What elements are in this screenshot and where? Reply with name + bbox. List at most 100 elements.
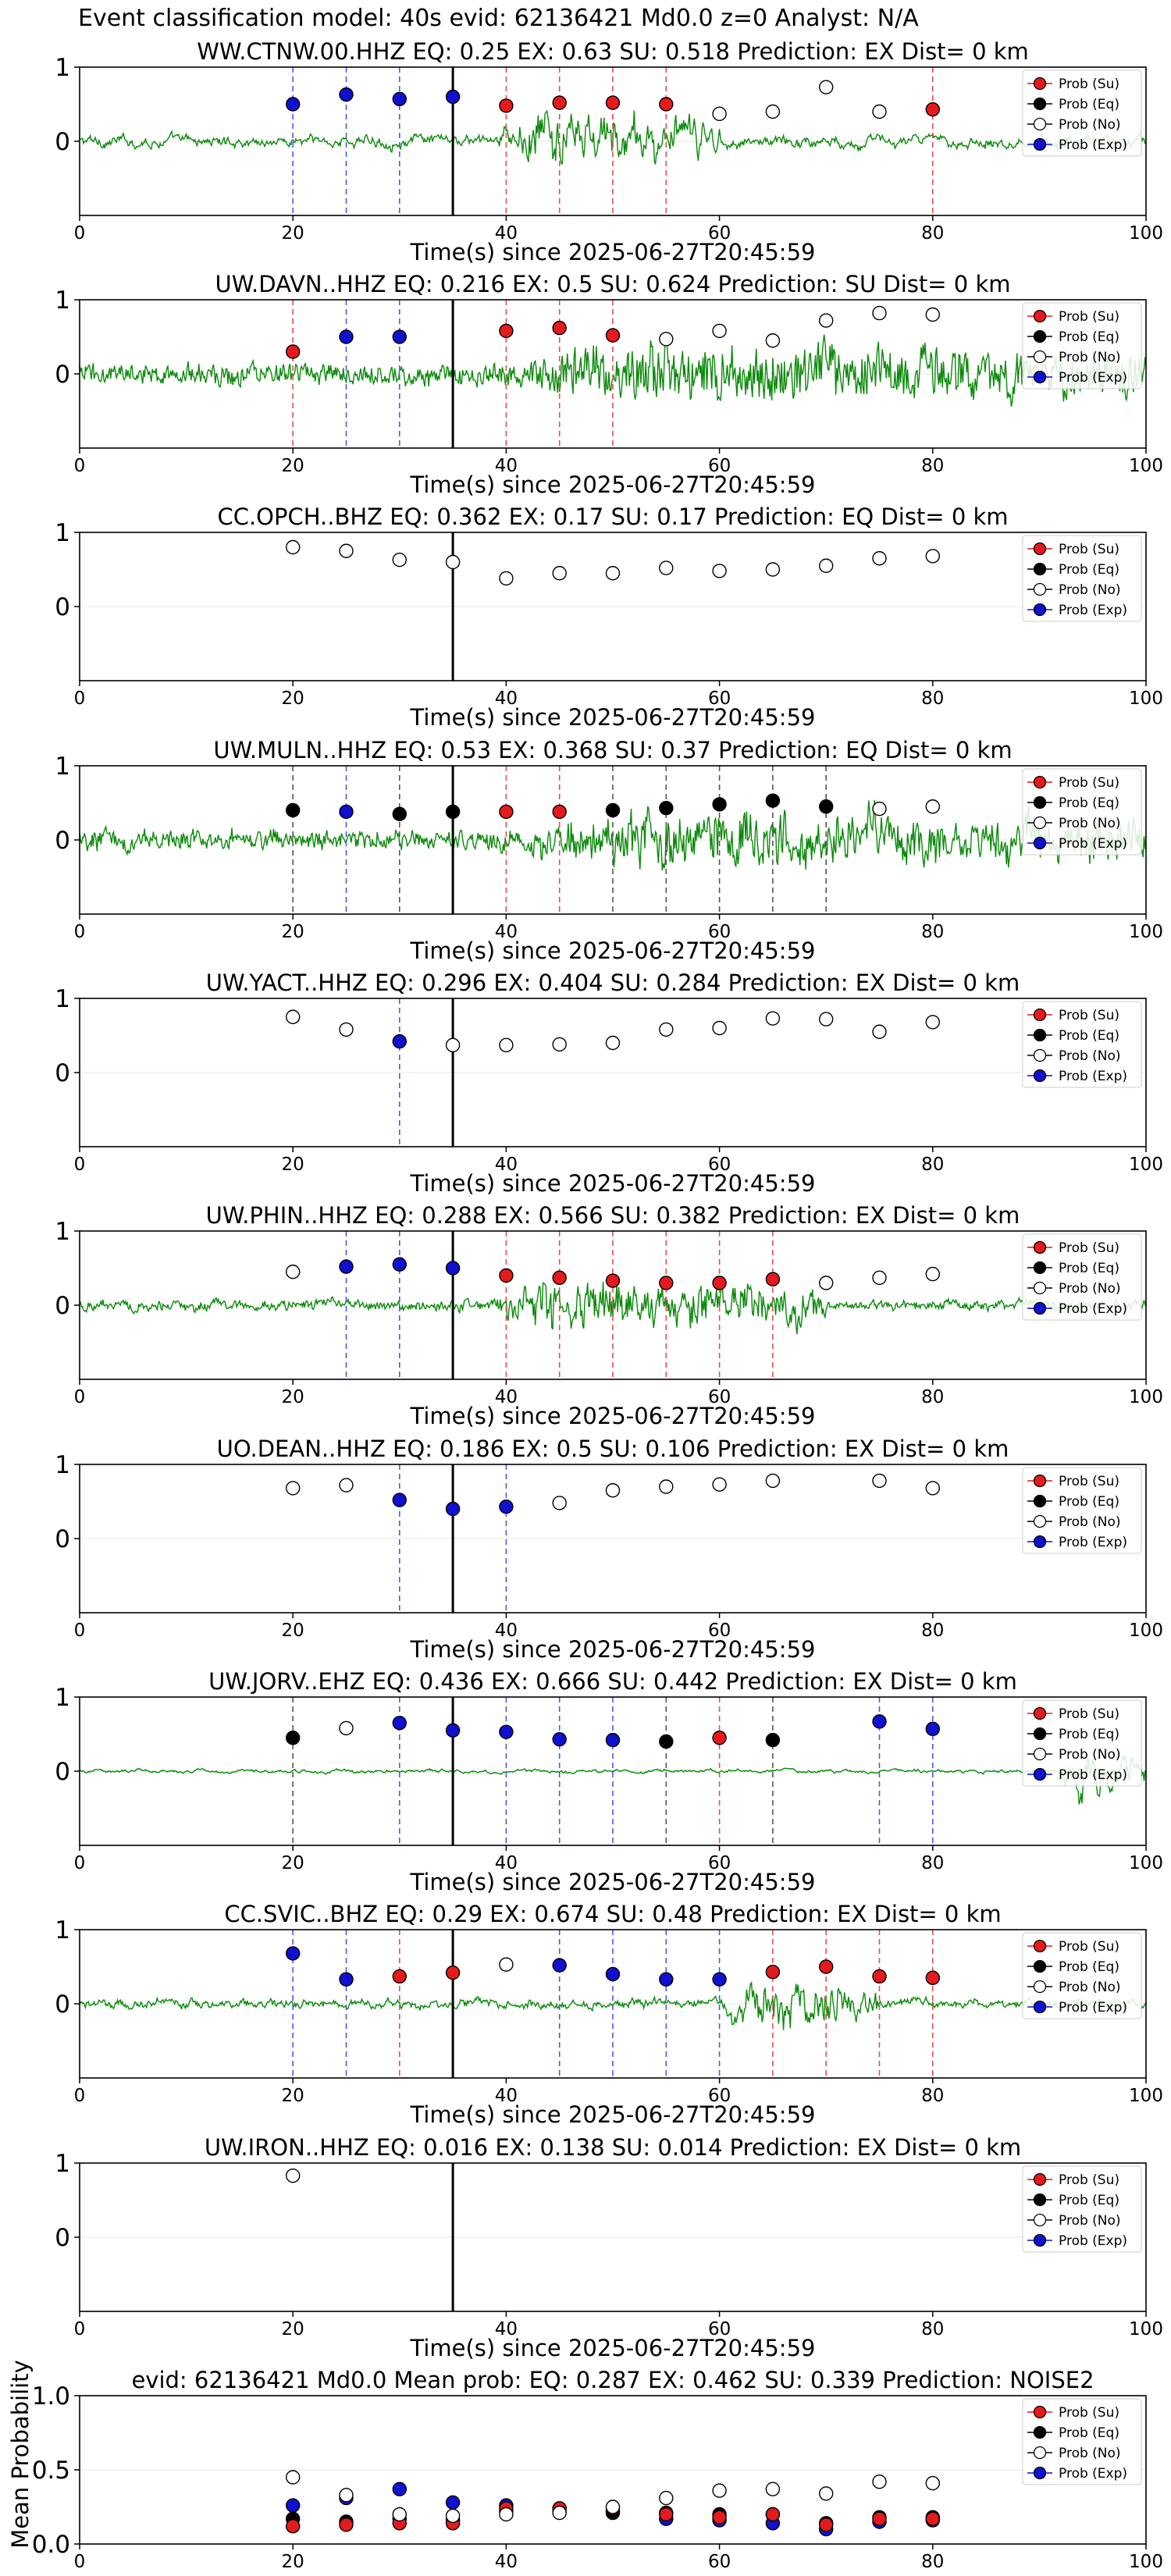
legend-box <box>1022 1467 1142 1554</box>
prob-marker-exp <box>392 1034 407 1049</box>
prob-marker-eq <box>286 802 301 818</box>
legend-marker <box>1033 2233 1047 2247</box>
x-tick-label: 20 <box>282 223 304 244</box>
legend: Prob (Su) Prob (Eq) Prob (No) Prob (Exp) <box>1022 69 1142 157</box>
x-axis-label: Time(s) since 2025-06-27T20:45:59 <box>410 1869 816 1895</box>
legend-label-exp: Prob (Exp) <box>1059 603 1127 618</box>
prob-marker-su <box>712 2510 727 2525</box>
prob-marker-su <box>925 1970 941 1985</box>
y-tick-label: 1 <box>55 2150 70 2178</box>
y-tick-label: 0 <box>55 1059 70 1087</box>
x-axis-label: Time(s) since 2025-06-27T20:45:59 <box>410 1170 816 1197</box>
x-axis-label: Time(s) since 2025-06-27T20:45:59 <box>410 1636 816 1663</box>
prob-marker-exp <box>445 1723 461 1738</box>
prob-marker-no <box>605 566 621 581</box>
prob-marker-eq <box>659 800 674 816</box>
legend-marker <box>1033 542 1047 556</box>
prob-marker-no <box>499 571 514 586</box>
prob-marker-no <box>818 313 834 328</box>
prob-marker-exp <box>392 329 407 344</box>
prob-marker-no <box>286 1009 301 1024</box>
x-tick-label: 0 <box>74 1387 86 1407</box>
prob-marker-exp <box>605 1732 621 1748</box>
subplot-title: UW.YACT..HHZ EQ: 0.296 EX: 0.404 SU: 0.2… <box>206 970 1020 996</box>
prob-marker-su <box>659 97 674 112</box>
prob-marker-exp <box>445 1501 461 1517</box>
prob-marker-no <box>712 106 727 122</box>
prob-marker-exp <box>445 2495 461 2510</box>
legend-label-su: Prob (Su) <box>1059 1939 1119 1955</box>
subplot-title: UO.DEAN..HHZ EQ: 0.186 EX: 0.5 SU: 0.106… <box>217 1436 1009 1462</box>
legend: Prob (Su) Prob (Eq) Prob (No) Prob (Exp) <box>1022 2165 1142 2253</box>
x-tick-label: 0 <box>74 1853 86 1873</box>
x-tick-label: 80 <box>921 2086 944 2106</box>
prob-marker-no <box>712 1020 727 1036</box>
prob-marker-no <box>659 2490 674 2506</box>
legend-label-no: Prob (No) <box>1059 2446 1121 2461</box>
prob-marker-no <box>712 1477 727 1492</box>
legend-marker <box>1033 1959 1047 1973</box>
prob-marker-su <box>552 1270 567 1286</box>
x-tick-label: 0 <box>74 456 86 476</box>
prob-marker-su <box>872 2511 887 2526</box>
legend-box <box>1022 2165 1142 2253</box>
x-tick-label: 80 <box>921 1621 944 1641</box>
x-tick-label: 20 <box>282 1155 304 1175</box>
prob-marker-exp <box>445 89 461 105</box>
subplot-CC.OPCH..BHZ: CC.OPCH..BHZ EQ: 0.362 EX: 0.17 SU: 0.17… <box>55 503 1163 731</box>
prob-marker-no <box>765 562 781 577</box>
x-tick-label: 0 <box>74 1621 86 1641</box>
prob-marker-no <box>445 1037 461 1053</box>
prob-marker-no <box>339 1478 354 1493</box>
x-tick-label: 100 <box>1129 2319 1163 2339</box>
legend-marker <box>1033 1767 1047 1781</box>
prob-marker-su <box>872 1969 887 1984</box>
prob-marker-no <box>499 2507 514 2522</box>
x-tick-label: 60 <box>708 2086 731 2106</box>
prob-marker-su <box>605 1273 621 1288</box>
x-tick-label: 0 <box>74 688 86 709</box>
x-tick-label: 80 <box>921 2552 944 2572</box>
prob-marker-exp <box>339 329 354 344</box>
legend-label-exp: Prob (Exp) <box>1059 137 1127 153</box>
legend-marker <box>1033 117 1047 131</box>
legend-label-eq: Prob (Eq) <box>1059 1494 1119 1510</box>
prob-marker-no <box>659 332 674 347</box>
prob-marker-no <box>765 1473 781 1489</box>
x-tick-label: 100 <box>1129 1387 1163 1407</box>
legend-label-exp: Prob (Exp) <box>1059 836 1127 852</box>
prob-marker-no <box>818 80 834 94</box>
prob-marker-no <box>925 549 941 564</box>
legend-marker <box>1033 97 1047 111</box>
y-axis-label: Mean Probability <box>7 2360 34 2549</box>
x-tick-label: 60 <box>708 1155 731 1175</box>
legend-label-su: Prob (Su) <box>1059 1240 1119 1256</box>
x-tick-label: 100 <box>1129 922 1163 942</box>
prob-marker-no <box>925 799 941 814</box>
prob-marker-su <box>712 1276 727 1290</box>
x-tick-label: 60 <box>708 1621 731 1641</box>
legend-marker <box>1033 137 1047 151</box>
legend-label-su: Prob (Su) <box>1059 2172 1119 2188</box>
prob-marker-no <box>925 1266 941 1282</box>
legend-marker <box>1033 1008 1047 1022</box>
legend-box <box>1022 302 1142 390</box>
x-tick-label: 20 <box>282 1853 304 1873</box>
legend-label-eq: Prob (Eq) <box>1059 2425 1119 2441</box>
prob-marker-su <box>445 1965 461 1980</box>
x-tick-label: 0 <box>74 223 86 244</box>
legend-box <box>1022 535 1142 622</box>
x-tick-label: 60 <box>708 223 731 244</box>
prob-marker-su <box>659 2507 674 2522</box>
x-tick-label: 40 <box>495 223 518 244</box>
prob-marker-no <box>659 1479 674 1494</box>
prob-marker-no <box>286 2168 301 2183</box>
x-tick-label: 60 <box>708 2552 731 2572</box>
subplot-title: UW.DAVN..HHZ EQ: 0.216 EX: 0.5 SU: 0.624… <box>215 271 1010 297</box>
legend-label-eq: Prob (Eq) <box>1059 2193 1119 2208</box>
x-tick-label: 40 <box>495 2086 518 2106</box>
legend-marker <box>1033 309 1047 323</box>
subplot-title: UW.JORV..EHZ EQ: 0.436 EX: 0.666 SU: 0.4… <box>208 1668 1017 1695</box>
legend-marker <box>1033 2405 1047 2419</box>
